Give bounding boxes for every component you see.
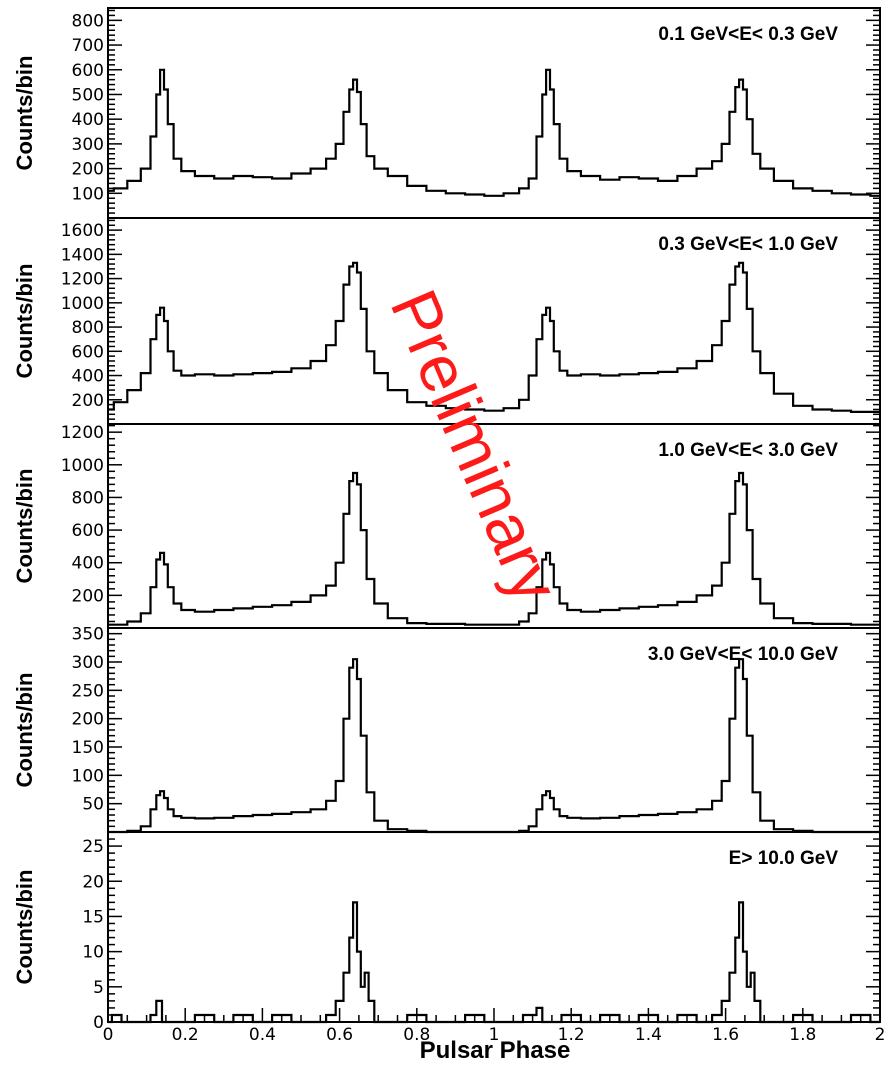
y-tick-label: 300 bbox=[72, 653, 104, 673]
x-tick-label: 0.4 bbox=[249, 1025, 276, 1045]
y-axis-label: Counts/bin bbox=[12, 264, 37, 379]
y-tick-label: 15 bbox=[82, 907, 104, 927]
series-line bbox=[108, 901, 880, 1024]
panel-3: 200 400 600 800 1000 1200 Counts/bin 1.0 GeV<E<… bbox=[12, 423, 881, 629]
y-tick-label: 350 bbox=[72, 625, 104, 645]
series-line bbox=[108, 68, 880, 197]
series-line bbox=[108, 471, 880, 626]
panel-1: 100 200 300 400 500 600 700 800 Counts/bin 0.1 Ge… bbox=[12, 7, 881, 219]
preliminary-watermark: Preliminary bbox=[377, 279, 574, 612]
y-tick-label: 100 bbox=[72, 766, 104, 786]
y-axis-label: Counts/bin bbox=[12, 56, 37, 171]
x-tick-label: 2 bbox=[875, 1025, 885, 1045]
y-tick-label: 600 bbox=[72, 342, 104, 362]
y-tick-label: 10 bbox=[82, 943, 104, 963]
panel-2: 200 400 600 800 1000 1200 1400 1600 Counts/bin 0.… bbox=[12, 217, 881, 425]
y-tick-label: 0 bbox=[93, 1013, 104, 1033]
x-axis: 0 0.2 0.4 0.6 0.8 1 1.2 1.4 1.6 1.8 2 bbox=[103, 1008, 885, 1045]
y-tick-label: 1200 bbox=[61, 423, 104, 443]
y-tick-label: 600 bbox=[72, 61, 104, 81]
y-axis-label: Counts/bin bbox=[12, 870, 37, 985]
x-tick-label: 0.6 bbox=[326, 1025, 353, 1045]
y-tick-label: 1600 bbox=[61, 221, 104, 241]
y-tick-label: 300 bbox=[72, 135, 104, 155]
panel-4: 50 100 150 200 250 300 350 Counts/bin 3.0 GeV<E<… bbox=[12, 625, 881, 834]
y-tick-label: 1000 bbox=[61, 456, 104, 476]
y-tick-label: 700 bbox=[72, 36, 104, 56]
y-tick-label: 400 bbox=[72, 554, 104, 574]
y-tick-label: 200 bbox=[72, 160, 104, 180]
panel-title: 1.0 GeV<E< 3.0 GeV bbox=[658, 440, 838, 461]
y-tick-label: 20 bbox=[82, 872, 104, 892]
x-tick-label: 1.4 bbox=[635, 1025, 662, 1045]
y-tick-label: 150 bbox=[72, 738, 104, 758]
y-tick-label: 400 bbox=[72, 110, 104, 130]
y-tick-label: 800 bbox=[72, 318, 104, 338]
y-tick-label: 1200 bbox=[61, 270, 104, 290]
x-tick-label: 0 bbox=[103, 1025, 114, 1045]
y-tick-label: 200 bbox=[72, 391, 104, 411]
series-line bbox=[108, 658, 880, 834]
panel-title: 0.1 GeV<E< 0.3 GeV bbox=[658, 24, 838, 45]
y-tick-label: 50 bbox=[82, 795, 104, 815]
y-tick-label: 1000 bbox=[61, 294, 104, 314]
y-tick-label: 1400 bbox=[61, 245, 104, 265]
x-tick-label: 1.6 bbox=[712, 1025, 739, 1045]
y-tick-label: 200 bbox=[72, 710, 104, 730]
y-tick-label: 100 bbox=[72, 184, 104, 204]
y-tick-label: 800 bbox=[72, 11, 104, 31]
y-axis-label: Counts/bin bbox=[12, 469, 37, 584]
panel-title: 3.0 GeV<E< 10.0 GeV bbox=[648, 644, 838, 665]
x-tick-label: 1.8 bbox=[789, 1025, 816, 1045]
y-tick-label: 5 bbox=[93, 978, 104, 998]
x-tick-label: 0.8 bbox=[403, 1025, 430, 1045]
y-tick-label: 250 bbox=[72, 681, 104, 701]
y-tick-label: 600 bbox=[72, 521, 104, 541]
panel-title: 0.3 GeV<E< 1.0 GeV bbox=[658, 234, 838, 255]
x-axis-label: Pulsar Phase bbox=[420, 1037, 571, 1064]
y-axis-label: Counts/bin bbox=[12, 673, 37, 788]
y-tick-label: 25 bbox=[82, 837, 104, 857]
x-tick-label: 1 bbox=[489, 1025, 500, 1045]
y-tick-label: 400 bbox=[72, 367, 104, 387]
panel-title: E> 10.0 GeV bbox=[729, 848, 839, 869]
x-tick-label: 0.2 bbox=[172, 1025, 199, 1045]
x-tick-label: 1.2 bbox=[558, 1025, 585, 1045]
series-line bbox=[108, 261, 880, 413]
y-tick-label: 800 bbox=[72, 488, 104, 508]
panel-5: 0 5 10 15 20 25 Counts/bin E> 10.0 GeV bbox=[12, 831, 881, 1033]
y-tick-label: 500 bbox=[72, 85, 104, 105]
y-tick-label: 200 bbox=[72, 586, 104, 606]
